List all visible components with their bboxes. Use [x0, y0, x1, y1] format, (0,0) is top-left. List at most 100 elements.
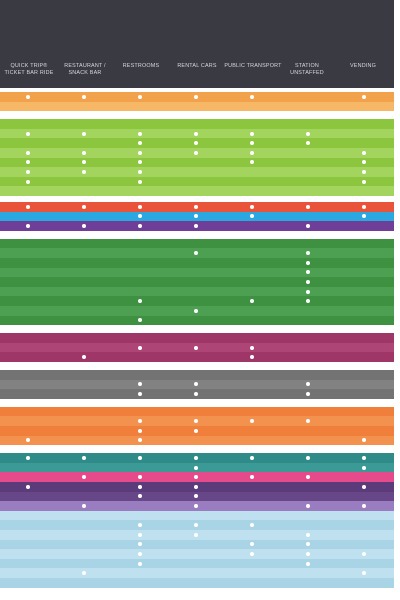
amenity-dot	[138, 438, 142, 443]
amenity-row	[0, 501, 394, 511]
amenity-row	[0, 315, 394, 326]
amenity-dot	[82, 204, 86, 209]
amenity-dot	[194, 251, 198, 256]
amenity-dot	[138, 542, 142, 547]
amenity-dot	[250, 551, 254, 556]
amenity-dot	[82, 160, 86, 165]
amenity-dot	[194, 223, 198, 228]
amenity-dot	[138, 214, 142, 219]
amenity-dot	[194, 475, 198, 480]
amenity-row	[0, 128, 394, 139]
column-header-bar: QUICK TRIP® TICKET BAR RIDE RESTAURANT /…	[0, 0, 394, 88]
amenity-dot	[138, 223, 142, 228]
amenity-dot	[194, 204, 198, 209]
amenity-dot	[82, 150, 86, 155]
amenity-row	[0, 530, 394, 540]
amenity-row	[0, 435, 394, 446]
amenity-dot	[306, 532, 310, 537]
amenity-dot	[306, 542, 310, 547]
amenity-dot	[362, 503, 366, 508]
amenity-row	[0, 186, 394, 196]
amenity-dot	[82, 455, 86, 460]
amenity-dot	[250, 419, 254, 424]
amenity-dot	[82, 571, 86, 576]
amenity-dot	[26, 223, 30, 228]
amenity-dot	[82, 169, 86, 174]
amenity-dot	[362, 204, 366, 209]
amenity-dot	[138, 484, 142, 489]
amenity-dot	[138, 299, 142, 304]
amenity-dot	[306, 223, 310, 228]
column-label-restaurant: RESTAURANT / SNACK BAR	[64, 63, 106, 76]
amenity-dot	[250, 150, 254, 155]
amenity-row	[0, 472, 394, 482]
column-label-restrooms: RESTROOMS	[122, 63, 160, 69]
amenity-dot	[250, 355, 254, 360]
column-label-public-transport: PUBLIC TRANSPORT	[224, 63, 282, 69]
amenity-dot	[26, 169, 30, 174]
amenity-row	[0, 176, 394, 187]
amenity-dot	[26, 438, 30, 443]
amenity-dot	[306, 455, 310, 460]
amenity-dot	[82, 503, 86, 508]
amenity-dot	[362, 465, 366, 470]
amenity-dot	[362, 551, 366, 556]
amenity-dot	[138, 150, 142, 155]
amenity-dot	[138, 204, 142, 209]
amenity-row	[0, 482, 394, 492]
amenity-row	[0, 426, 394, 436]
amenity-row	[0, 510, 394, 521]
amenity-dot	[194, 345, 198, 350]
amenity-dot	[26, 160, 30, 165]
amenity-dot	[362, 484, 366, 489]
amenity-dot	[138, 475, 142, 480]
amenity-dot	[306, 204, 310, 209]
amenity-row	[0, 379, 394, 390]
amenity-row	[0, 148, 394, 158]
amenity-row	[0, 416, 394, 426]
amenity-dot	[194, 455, 198, 460]
amenity-dot	[250, 475, 254, 480]
amenity-dot	[250, 455, 254, 460]
amenity-row	[0, 238, 394, 249]
amenity-dot	[82, 355, 86, 360]
amenity-dot	[194, 141, 198, 146]
amenity-dot	[250, 523, 254, 528]
amenity-dot	[26, 455, 30, 460]
amenity-dot	[194, 428, 198, 433]
amenity-dot	[306, 299, 310, 304]
amenity-row	[0, 167, 394, 177]
amenity-dot	[138, 169, 142, 174]
amenity-dot	[194, 382, 198, 387]
amenity-dot	[194, 391, 198, 396]
amenity-dot	[138, 94, 142, 99]
amenity-dot	[306, 260, 310, 265]
amenity-dot	[250, 299, 254, 304]
amenity-dot	[306, 279, 310, 284]
amenity-dot	[194, 308, 198, 313]
amenity-dot	[306, 503, 310, 508]
amenity-dot	[82, 94, 86, 99]
amenity-dot	[138, 141, 142, 146]
amenity-dot	[26, 179, 30, 184]
amenity-dot	[138, 523, 142, 528]
amenity-dot	[194, 523, 198, 528]
amenity-dot	[194, 94, 198, 99]
column-label-station-unstaffed: STATION UNSTAFFED	[290, 63, 324, 76]
amenity-dot	[306, 561, 310, 566]
amenity-row	[0, 558, 394, 569]
amenity-dot	[306, 270, 310, 275]
amenity-row	[0, 389, 394, 399]
amenity-dot	[82, 131, 86, 136]
amenity-dot	[138, 494, 142, 499]
amenity-dot	[138, 561, 142, 566]
amenity-row	[0, 520, 394, 530]
amenity-dot	[250, 214, 254, 219]
amenity-dot	[138, 551, 142, 556]
amenity-dot	[26, 204, 30, 209]
amenity-dot	[250, 204, 254, 209]
amenity-dot	[306, 131, 310, 136]
amenity-row	[0, 453, 394, 463]
amenity-dot	[250, 542, 254, 547]
amenity-dot	[362, 150, 366, 155]
